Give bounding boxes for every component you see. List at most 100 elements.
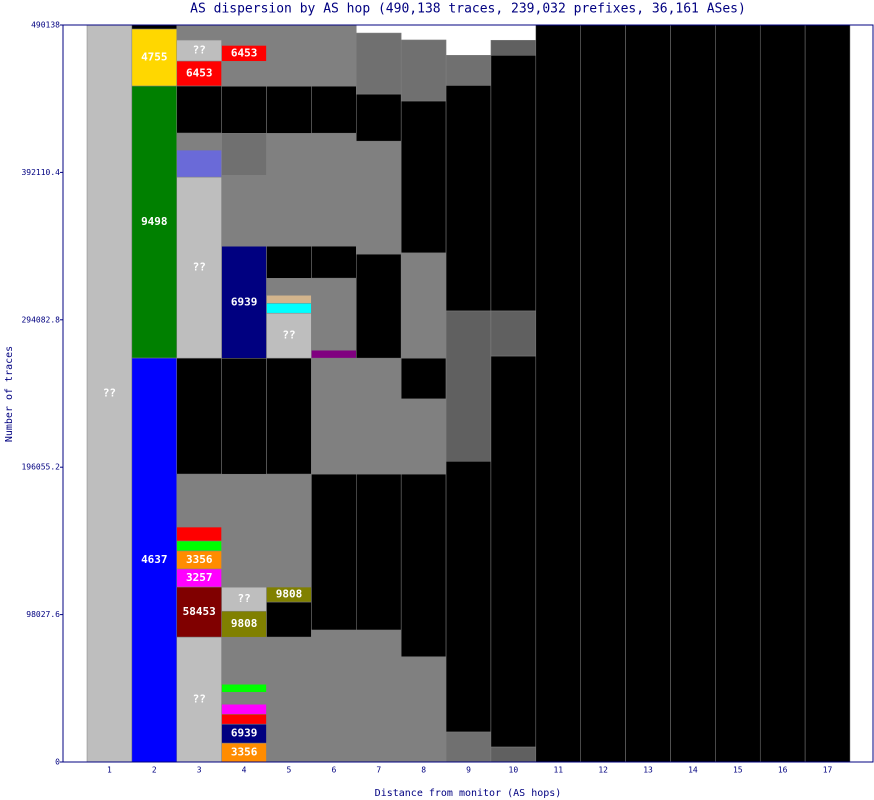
segment: [580, 24, 626, 763]
segment-label: ??: [193, 261, 206, 274]
segment: [221, 473, 267, 588]
segment-label: 9498: [141, 215, 168, 228]
segment: [221, 133, 267, 176]
segment: [445, 731, 492, 763]
segment: [266, 302, 312, 314]
segment: [266, 312, 312, 359]
x-tick-label: 4: [242, 766, 247, 775]
x-tick-label: 14: [688, 766, 698, 775]
segment-label: 6939: [231, 295, 258, 308]
segment: [266, 601, 312, 638]
segment: [535, 24, 581, 763]
segment-label: 58453: [183, 605, 216, 618]
x-tick-label: 10: [509, 766, 519, 775]
x-tick-label: 8: [421, 766, 426, 775]
segment: [490, 310, 537, 357]
segment: [311, 277, 357, 351]
segment-label: ??: [282, 329, 295, 342]
x-tick-label: 1: [107, 766, 112, 775]
segment: [356, 32, 402, 95]
x-tick-label: 6: [331, 766, 336, 775]
x-tick-label: 3: [197, 766, 202, 775]
segment-label: 6939: [231, 727, 258, 740]
segment: [176, 357, 222, 475]
y-tick-label: 98027.6: [26, 610, 60, 619]
segment: [804, 24, 851, 763]
segment: [266, 245, 312, 279]
segment: [221, 691, 267, 705]
y-axis-label: Number of traces: [4, 346, 15, 442]
segment: [400, 473, 447, 657]
segment: [86, 24, 133, 763]
segment: [400, 39, 447, 102]
segment-label: ??: [103, 387, 116, 400]
segment: [266, 473, 312, 588]
segment: [266, 636, 312, 763]
plot-frame: [62, 24, 874, 763]
segment: [759, 24, 806, 763]
segment: [356, 93, 402, 142]
segment: [670, 24, 716, 763]
segment: [266, 86, 312, 134]
chart-title: AS dispersion by AS hop (490,138 traces,…: [190, 2, 746, 17]
segment: [176, 149, 222, 178]
segment-label: 9808: [231, 617, 258, 630]
segment: [221, 61, 267, 87]
x-tick-label: 9: [466, 766, 471, 775]
segment: [131, 24, 178, 30]
segment: [266, 295, 312, 304]
segment-label: 4755: [141, 50, 168, 63]
segment: [400, 252, 447, 359]
segment: [311, 357, 357, 475]
segment-label: ??: [193, 43, 206, 56]
segment: [221, 636, 267, 685]
segment: [400, 656, 447, 763]
segment: [445, 310, 492, 462]
segment: [311, 473, 357, 631]
segment: [176, 526, 222, 542]
x-tick-label: 12: [598, 766, 608, 775]
segment: [625, 24, 671, 763]
segment: [266, 357, 312, 475]
x-tick-label: 13: [643, 766, 653, 775]
segment-label: 4637: [141, 553, 168, 566]
segment: [131, 28, 178, 87]
segment: [356, 140, 402, 255]
y-tick-label: 196055.2: [21, 463, 60, 472]
y-tick-label: 294082.8: [21, 315, 60, 324]
segment: [490, 355, 537, 748]
segment: [176, 24, 222, 41]
segment: [221, 86, 267, 134]
x-tick-label: 5: [287, 766, 292, 775]
segment: [311, 629, 357, 763]
segment: [311, 349, 357, 359]
x-tick-label: 16: [778, 766, 788, 775]
segment: [221, 586, 267, 612]
x-tick-label: 2: [152, 766, 157, 775]
segment: [221, 175, 267, 247]
segment: [311, 85, 357, 134]
segment: [176, 85, 222, 134]
segment: [221, 704, 267, 715]
segment: [221, 25, 267, 46]
segment: [266, 278, 312, 296]
segment: [356, 473, 402, 631]
segment-label: 3257: [186, 571, 213, 584]
segment: [400, 357, 447, 400]
y-tick-label: 392110.4: [21, 168, 60, 177]
segment: [445, 461, 492, 733]
segment: [490, 55, 537, 312]
segment: [221, 245, 267, 359]
segment: [176, 473, 222, 528]
segment-label: ??: [237, 592, 250, 605]
segment: [356, 629, 402, 763]
segment: [176, 540, 222, 552]
segment: [221, 358, 267, 475]
segment: [311, 132, 357, 247]
segment: [176, 60, 222, 87]
segment-label: 6453: [231, 46, 258, 59]
segment-label: 3356: [186, 553, 213, 566]
segment-label: 9808: [276, 587, 303, 600]
segment: [715, 24, 761, 763]
